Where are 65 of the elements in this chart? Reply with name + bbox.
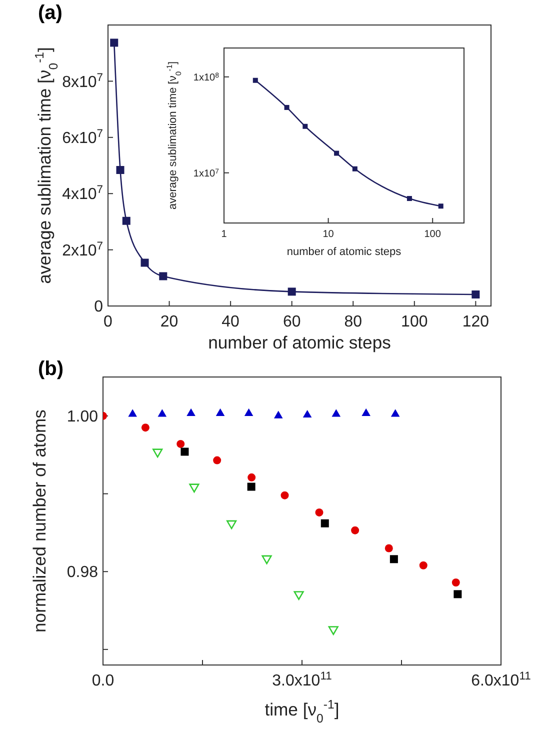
point [362, 408, 370, 416]
point [110, 38, 118, 47]
y-tick-label: 8x10$^{7}$ [62, 72, 103, 91]
y-tick-label: 6x10$^{7}$ [62, 128, 103, 147]
x-axis-title: number of atomic steps [286, 246, 402, 258]
point [122, 216, 130, 225]
point [328, 626, 338, 636]
point [332, 409, 341, 417]
x-tick-label: 10 [322, 229, 334, 240]
point [247, 482, 256, 491]
point [152, 448, 163, 458]
x-tick-label: 80 [344, 314, 362, 331]
point [116, 166, 124, 174]
point [216, 408, 225, 416]
point [180, 448, 189, 456]
point [186, 408, 196, 416]
point [472, 290, 480, 298]
x-tick-label: 3.0x10$^{11}$ [272, 670, 332, 690]
point [390, 409, 400, 417]
point [351, 526, 360, 534]
x-tick-label: 100 [424, 229, 442, 240]
x-tick-label: 120 [462, 314, 490, 331]
point [452, 578, 460, 586]
y-tick-label: 1.00 [66, 408, 98, 426]
point [159, 272, 168, 280]
point [262, 555, 272, 564]
point [158, 409, 167, 417]
x-tick-label: 20 [160, 314, 178, 331]
y-tick-label: 1x10$^{8}$ [193, 72, 220, 84]
point [226, 520, 237, 530]
point [213, 456, 222, 464]
x-axis-title: time [ν$_{0}$$^{-1}$] [264, 697, 340, 726]
y-tick-label: 1x10$^{7}$ [193, 168, 220, 180]
y-tick-label: 0 [94, 298, 104, 316]
point [128, 409, 137, 417]
point [320, 519, 329, 528]
x-tick-label: 60 [282, 314, 301, 331]
point [302, 410, 312, 418]
x-tick-label: 6.0x10$^{11}$ [471, 670, 531, 690]
y-tick-label: 4x10$^{7}$ [62, 184, 103, 204]
point [274, 410, 283, 418]
point [280, 491, 289, 500]
x-tick-label: 40 [222, 314, 240, 331]
point [140, 258, 149, 267]
point [390, 555, 398, 564]
point [176, 440, 185, 448]
point [384, 544, 393, 552]
x-tick-label: 0.0 [92, 672, 114, 690]
y-tick-label: 0.98 [66, 564, 98, 582]
point [288, 288, 296, 296]
y-axis-title: normalized number of atoms [29, 409, 50, 632]
point [244, 408, 254, 416]
x-tick-label: 100 [401, 314, 428, 331]
point [189, 484, 200, 493]
point [248, 473, 256, 482]
point [419, 561, 428, 570]
point [294, 591, 304, 600]
x-tick-label: 1 [221, 229, 228, 240]
point [315, 508, 324, 516]
point [454, 590, 462, 598]
y-tick-label: 2x10$^{7}$ [62, 240, 103, 260]
point [141, 424, 150, 432]
x-axis-title: number of atomic steps [208, 332, 392, 352]
chart-title: (a) [38, 2, 62, 25]
chart-title: (b) [38, 358, 64, 381]
